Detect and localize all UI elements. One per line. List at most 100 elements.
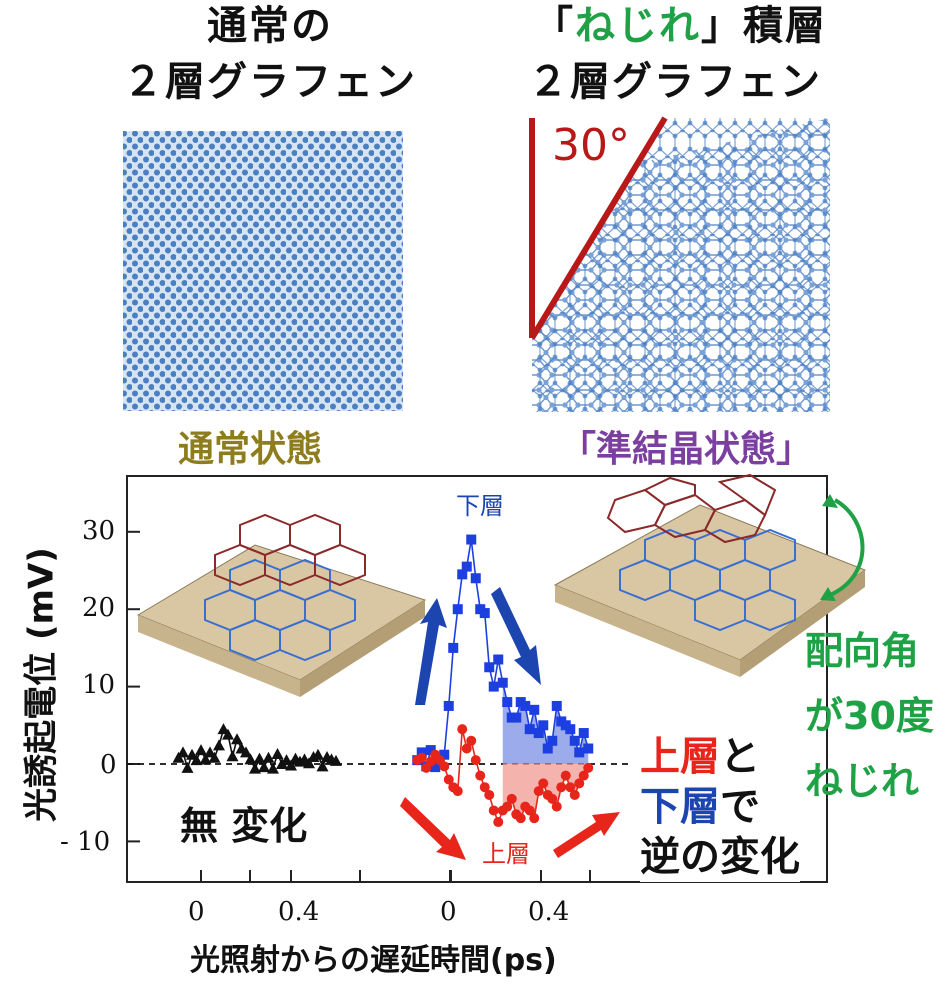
label-no-change: 無 変化 (180, 804, 308, 848)
upper-layer-point (515, 813, 526, 824)
no-change-point (303, 757, 315, 769)
lower-layer-point (493, 654, 504, 665)
upper-rise-arrow (553, 812, 620, 858)
no-change-point (231, 733, 243, 745)
lower-layer-point (448, 642, 459, 653)
lower-layer-area (502, 682, 589, 764)
no-change-point (199, 753, 212, 765)
lower-layer-point (533, 728, 544, 739)
legend-de: で (720, 784, 760, 830)
left-inset-bilayer (136, 513, 427, 697)
upper-layer-point (551, 801, 562, 812)
angle-marker (529, 116, 668, 340)
no-change-point (222, 728, 234, 740)
lower-layer-point (511, 712, 522, 723)
upper-layer-point (569, 789, 580, 800)
lower-layer-point (542, 743, 553, 754)
label-lower-layer-top: 下層 (456, 492, 504, 520)
lower-layer-point (524, 724, 535, 735)
lower-fall-arrow (491, 587, 541, 685)
no-change-point (271, 747, 284, 759)
upper-layer-point (493, 817, 504, 828)
no-change-point (190, 754, 203, 766)
upper-layer-point (457, 724, 468, 735)
lower-layer-point (547, 735, 558, 746)
rotation-arrow (829, 498, 865, 597)
lower-layer-point (538, 720, 549, 731)
upper-layer-point (565, 782, 576, 793)
upper-layer-point (529, 813, 540, 824)
upper-layer-point (443, 774, 454, 785)
y-axis-title: 光誘起電位 (mV) (21, 547, 62, 822)
no-change-point (195, 744, 207, 756)
upper-layer-point (578, 770, 589, 781)
left-title-line1: 通常の (207, 3, 333, 49)
right-title-bracket-open: 「 (533, 3, 575, 49)
upper-layer-point (524, 805, 535, 816)
upper-layer-point (475, 770, 486, 781)
upper-layer-point (533, 786, 544, 797)
lower-layer-point (529, 704, 540, 715)
upper-layer-point (452, 786, 463, 797)
lower-layer-point (551, 700, 562, 711)
upper-layer-point (484, 789, 495, 800)
y-tick-neg10: - 10 (60, 827, 111, 857)
side-text-1: 配向角 (805, 629, 920, 673)
label-upper-layer-bottom: 上層 (482, 840, 530, 868)
side-text-2: が30度 (805, 694, 934, 738)
x-tick-0-right: 0 (440, 897, 457, 927)
no-change-point (258, 761, 270, 773)
lower-layer-point (461, 561, 472, 572)
lower-layer-point (466, 534, 477, 545)
lower-layer-point (578, 728, 589, 739)
lower-layer-point (488, 681, 499, 692)
regular-bilayer-lattice (123, 131, 403, 411)
legend-lower: 下層 (640, 784, 720, 830)
lower-layer-point (484, 662, 495, 673)
no-change-point (253, 752, 266, 764)
lower-layer-point (569, 735, 580, 746)
lower-layer-point (470, 573, 481, 584)
x-tick-04-right: 0.4 (528, 897, 570, 927)
lower-layer-point (520, 700, 531, 711)
lower-layer-point (574, 747, 585, 758)
lower-layer-point (497, 677, 508, 688)
upper-layer-point (502, 801, 513, 812)
x-tick-0-left: 0 (188, 897, 205, 927)
upper-layer-point (466, 735, 477, 746)
upper-layer-point (479, 782, 490, 793)
no-change-point (249, 762, 261, 774)
no-change-point (213, 739, 225, 751)
legend-upper: 上層 (640, 734, 720, 780)
lower-layer-point (565, 724, 576, 735)
y-tick-10: 10 (82, 670, 116, 700)
side-text-3: ねじれ (805, 759, 920, 803)
upper-fall-arrow (400, 797, 466, 860)
upper-layer-point (547, 793, 558, 804)
upper-layer-point (488, 805, 499, 816)
right-title-highlight: ねじれ (575, 3, 701, 49)
lower-layer-point (452, 604, 463, 615)
y-tick-0: 0 (100, 750, 117, 780)
upper-layer-point (470, 755, 481, 766)
upper-layer-point (461, 743, 472, 754)
no-change-point (177, 746, 189, 758)
no-change-point (330, 754, 342, 766)
upper-layer-point (506, 793, 517, 804)
right-state-label: 「準結晶状態」 (560, 429, 813, 470)
upper-layer-point (556, 782, 567, 793)
upper-layer-point (439, 761, 450, 772)
legend-and: と (720, 734, 760, 780)
right-title-line2: ２層グラフェン (528, 59, 822, 105)
legend-line-3: 逆の変化 (640, 824, 800, 882)
no-change-point (262, 751, 275, 763)
lower-layer-point (439, 749, 450, 760)
x-tick-04-left: 0.4 (278, 897, 320, 927)
plot-frame (126, 475, 828, 883)
no-change-point (226, 750, 239, 762)
upper-layer-point (574, 778, 585, 789)
no-change-point (208, 751, 221, 763)
y-tick-30: 30 (82, 516, 116, 546)
